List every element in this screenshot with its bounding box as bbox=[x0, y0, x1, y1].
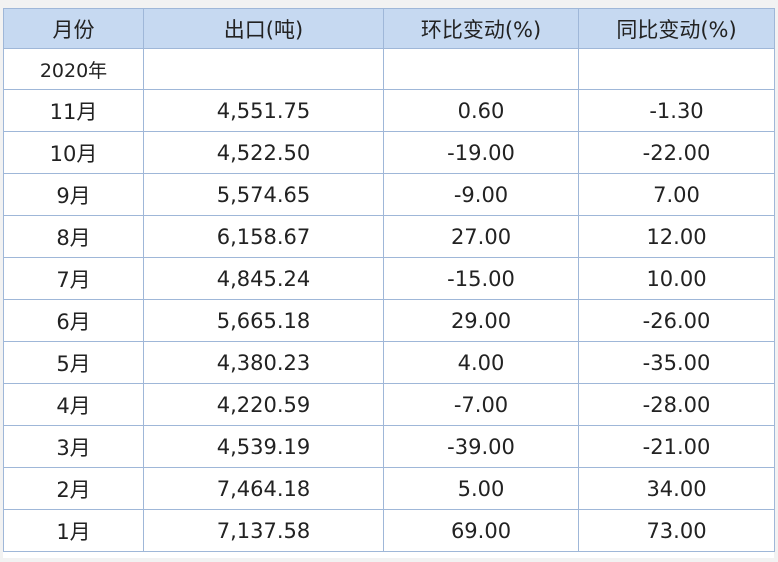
table-row: 7月 4,845.24 -15.00 10.00 bbox=[3, 257, 775, 300]
header-mom-change: 环比变动(%) bbox=[383, 8, 579, 49]
export-cell: 5,665.18 bbox=[143, 299, 384, 342]
export-cell: 6,158.67 bbox=[143, 215, 384, 258]
mom-change-cell: -19.00 bbox=[383, 131, 579, 174]
table-row: 1月 7,137.58 69.00 73.00 bbox=[3, 509, 775, 552]
mom-change-cell: 5.00 bbox=[383, 467, 579, 510]
empty-cell bbox=[143, 48, 384, 90]
mom-change-cell: -9.00 bbox=[383, 173, 579, 216]
month-cell: 4月 bbox=[3, 383, 144, 426]
mom-change-cell: 27.00 bbox=[383, 215, 579, 258]
header-export: 出口(吨) bbox=[143, 8, 384, 49]
mom-change-cell: 0.60 bbox=[383, 89, 579, 132]
year-label: 2020年 bbox=[3, 48, 144, 90]
export-cell: 5,574.65 bbox=[143, 173, 384, 216]
year-row: 2020年 bbox=[3, 48, 775, 90]
export-cell: 4,522.50 bbox=[143, 131, 384, 174]
yoy-change-cell: 73.00 bbox=[578, 509, 775, 552]
month-cell: 3月 bbox=[3, 425, 144, 468]
month-cell: 9月 bbox=[3, 173, 144, 216]
month-cell: 8月 bbox=[3, 215, 144, 258]
export-cell: 7,464.18 bbox=[143, 467, 384, 510]
yoy-change-cell: -26.00 bbox=[578, 299, 775, 342]
yoy-change-cell: 34.00 bbox=[578, 467, 775, 510]
month-cell: 5月 bbox=[3, 341, 144, 384]
month-cell: 10月 bbox=[3, 131, 144, 174]
mom-change-cell: 29.00 bbox=[383, 299, 579, 342]
table-row: 11月 4,551.75 0.60 -1.30 bbox=[3, 89, 775, 132]
table-row: 3月 4,539.19 -39.00 -21.00 bbox=[3, 425, 775, 468]
table-row: 10月 4,522.50 -19.00 -22.00 bbox=[3, 131, 775, 174]
empty-cell bbox=[383, 48, 579, 90]
table-row: 9月 5,574.65 -9.00 7.00 bbox=[3, 173, 775, 216]
header-month: 月份 bbox=[3, 8, 144, 49]
yoy-change-cell: -35.00 bbox=[578, 341, 775, 384]
table-row: 6月 5,665.18 29.00 -26.00 bbox=[3, 299, 775, 342]
mom-change-cell: 69.00 bbox=[383, 509, 579, 552]
export-cell: 4,551.75 bbox=[143, 89, 384, 132]
export-cell: 4,845.24 bbox=[143, 257, 384, 300]
export-table: 月份 出口(吨) 环比变动(%) 同比变动(%) 2020年 11月 4,551.… bbox=[3, 8, 775, 552]
yoy-change-cell: -21.00 bbox=[578, 425, 775, 468]
month-cell: 6月 bbox=[3, 299, 144, 342]
yoy-change-cell: 10.00 bbox=[578, 257, 775, 300]
table-body: 2020年 11月 4,551.75 0.60 -1.30 10月 4,522.50 -19… bbox=[3, 48, 775, 552]
yoy-change-cell: 7.00 bbox=[578, 173, 775, 216]
month-cell: 11月 bbox=[3, 89, 144, 132]
mom-change-cell: -7.00 bbox=[383, 383, 579, 426]
table-row: 5月 4,380.23 4.00 -35.00 bbox=[3, 341, 775, 384]
table-row: 2月 7,464.18 5.00 34.00 bbox=[3, 467, 775, 510]
empty-cell bbox=[578, 48, 775, 90]
yoy-change-cell: -22.00 bbox=[578, 131, 775, 174]
export-cell: 4,539.19 bbox=[143, 425, 384, 468]
export-cell: 4,220.59 bbox=[143, 383, 384, 426]
table-row: 4月 4,220.59 -7.00 -28.00 bbox=[3, 383, 775, 426]
table-header: 月份 出口(吨) 环比变动(%) 同比变动(%) bbox=[3, 8, 775, 49]
table-row: 8月 6,158.67 27.00 12.00 bbox=[3, 215, 775, 258]
export-table-container: 月份 出口(吨) 环比变动(%) 同比变动(%) 2020年 11月 4,551.… bbox=[3, 8, 775, 558]
mom-change-cell: -15.00 bbox=[383, 257, 579, 300]
header-yoy-change: 同比变动(%) bbox=[578, 8, 775, 49]
yoy-change-cell: -28.00 bbox=[578, 383, 775, 426]
yoy-change-cell: -1.30 bbox=[578, 89, 775, 132]
mom-change-cell: -39.00 bbox=[383, 425, 579, 468]
header-row: 月份 出口(吨) 环比变动(%) 同比变动(%) bbox=[3, 8, 775, 49]
month-cell: 2月 bbox=[3, 467, 144, 510]
month-cell: 7月 bbox=[3, 257, 144, 300]
month-cell: 1月 bbox=[3, 509, 144, 552]
yoy-change-cell: 12.00 bbox=[578, 215, 775, 258]
export-cell: 7,137.58 bbox=[143, 509, 384, 552]
export-cell: 4,380.23 bbox=[143, 341, 384, 384]
mom-change-cell: 4.00 bbox=[383, 341, 579, 384]
